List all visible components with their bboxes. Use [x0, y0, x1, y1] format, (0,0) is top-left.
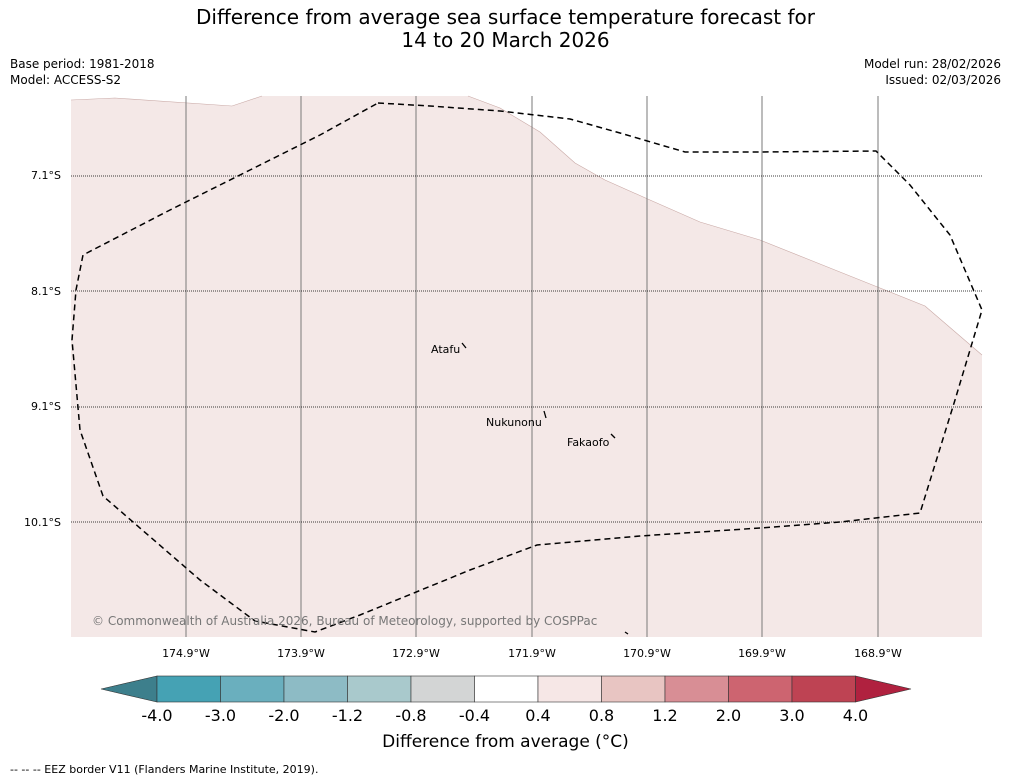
lon-label-173-9: 173.9°W [277, 647, 325, 660]
lon-label-172-9: 172.9°W [392, 647, 440, 660]
meta-left: Base period: 1981-2018 Model: ACCESS-S2 [10, 56, 155, 88]
lon-label-168-9: 168.9°W [854, 647, 902, 660]
colorbar-tick: 1.2 [652, 706, 678, 725]
chart-title-line-1: Difference from average sea surface temp… [195, 5, 815, 29]
base-period-text: Base period: 1981-2018 [10, 57, 155, 71]
colorbar-bin [410, 675, 475, 703]
eez-legend-footer: -- -- -- EEZ border V11 (Flanders Marine… [10, 763, 319, 776]
colorbar-bin [537, 675, 602, 703]
colorbar-tick: 0.4 [525, 706, 551, 725]
lat-label-7-1: 7.1°S [31, 169, 61, 182]
colorbar-tick: 4.0 [842, 706, 869, 725]
chart-title-line-2: 14 to 20 March 2026 [401, 28, 610, 52]
meridian-lines [185, 96, 879, 637]
lon-label-171-9: 171.9°W [508, 647, 556, 660]
colorbar-label: Difference from average (°C) [382, 732, 629, 752]
atafu-island [461, 342, 467, 349]
anomaly-field [71, 96, 982, 637]
fakaofo-island [610, 433, 616, 439]
lon-label-169-9: 169.9°W [738, 647, 786, 660]
colorbar-bin [283, 675, 348, 703]
colorbar-high-extend [855, 675, 912, 703]
islands [461, 342, 629, 635]
colorbar-bin [220, 675, 285, 703]
lat-label-9-1: 9.1°S [31, 400, 61, 413]
colorbar-bin [474, 675, 539, 703]
colorbar-tick: -2.0 [268, 706, 300, 725]
colorbar-tick: -0.4 [458, 706, 491, 725]
issued-text: Issued: 02/03/2026 [885, 73, 1001, 87]
colorbar-tick: -4.0 [141, 706, 173, 725]
colorbar-bin [791, 675, 856, 703]
colorbar-tick: -1.2 [331, 706, 364, 725]
nukunonu-island [543, 410, 547, 419]
islet [624, 631, 629, 635]
colorbar-bin [728, 675, 793, 703]
eez-border [71, 102, 983, 633]
colorbar-low-extend [100, 675, 158, 703]
lat-label-10-1: 10.1°S [24, 516, 61, 529]
model-run-text: Model run: 28/02/2026 [863, 57, 1001, 71]
colorbar-bin [664, 675, 729, 703]
meta-right: Model run: 28/02/2026 Issued: 02/03/2026 [864, 56, 1001, 88]
model-text: Model: ACCESS-S2 [10, 73, 122, 87]
colorbar-tick: 0.8 [588, 706, 615, 725]
lat-label-8-1: 8.1°S [31, 285, 61, 298]
colorbar-bin [601, 675, 666, 703]
chart-title: Difference from average sea surface temp… [0, 6, 1011, 52]
colorbar-bin [347, 675, 412, 703]
lon-label-170-9: 170.9°W [623, 647, 671, 660]
colorbar-bins [156, 675, 856, 703]
colorbar-tick: -0.8 [395, 706, 427, 725]
place-label-atafu: Atafu [431, 343, 461, 356]
colorbar-tick: 3.0 [779, 706, 805, 725]
place-label-fakaofo: Fakaofo [567, 436, 610, 449]
colorbar-tick: -3.0 [204, 706, 237, 725]
colorbar-bin [156, 675, 221, 703]
colorbar-tick: 2.0 [715, 706, 742, 725]
place-label-nukunonu: Nukunonu [486, 416, 542, 429]
copyright-text: © Commonwealth of Australia 2026, Bureau… [92, 614, 598, 628]
lon-label-174-9: 174.9°W [162, 647, 210, 660]
